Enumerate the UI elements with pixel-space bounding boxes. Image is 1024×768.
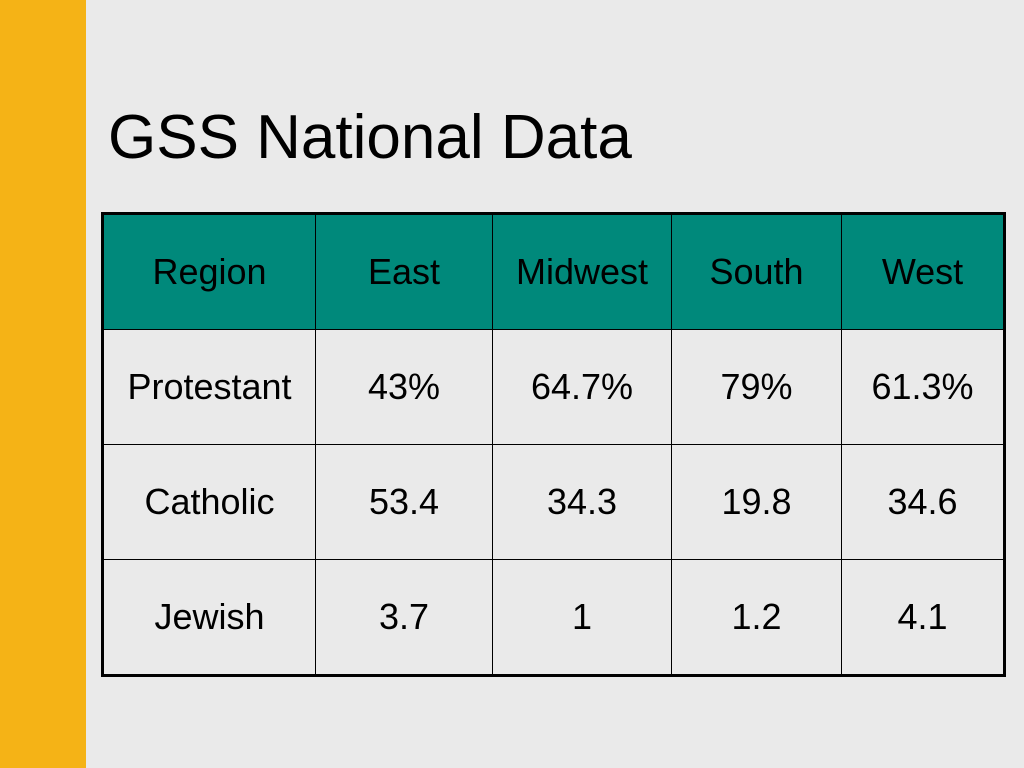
- table-cell: 3.7: [315, 559, 493, 676]
- header-midwest: Midwest: [492, 213, 672, 330]
- table-cell: 43%: [315, 329, 493, 445]
- data-table: Region East Midwest South West Protestan…: [101, 212, 1006, 677]
- table-cell: 1: [492, 559, 672, 676]
- slide-title: GSS National Data: [108, 103, 632, 172]
- side-accent-bar: [0, 0, 86, 768]
- table-cell: 34.6: [841, 444, 1005, 560]
- table-cell: 61.3%: [841, 329, 1005, 445]
- table-row: Protestant 43% 64.7% 79% 61.3%: [102, 329, 1005, 445]
- table-cell: 53.4: [315, 444, 493, 560]
- header-east: East: [315, 213, 493, 330]
- table-cell: 79%: [671, 329, 842, 445]
- table-cell: 4.1: [841, 559, 1005, 676]
- table-row: Jewish 3.7 1 1.2 4.1: [102, 559, 1005, 676]
- table-header-row: Region East Midwest South West: [102, 213, 1005, 330]
- row-label: Protestant: [102, 329, 316, 445]
- header-region: Region: [102, 213, 316, 330]
- table-row: Catholic 53.4 34.3 19.8 34.6: [102, 444, 1005, 560]
- table-cell: 1.2: [671, 559, 842, 676]
- row-label: Catholic: [102, 444, 316, 560]
- row-label: Jewish: [102, 559, 316, 676]
- table-cell: 64.7%: [492, 329, 672, 445]
- header-west: West: [841, 213, 1005, 330]
- table-cell: 19.8: [671, 444, 842, 560]
- table-cell: 34.3: [492, 444, 672, 560]
- header-south: South: [671, 213, 842, 330]
